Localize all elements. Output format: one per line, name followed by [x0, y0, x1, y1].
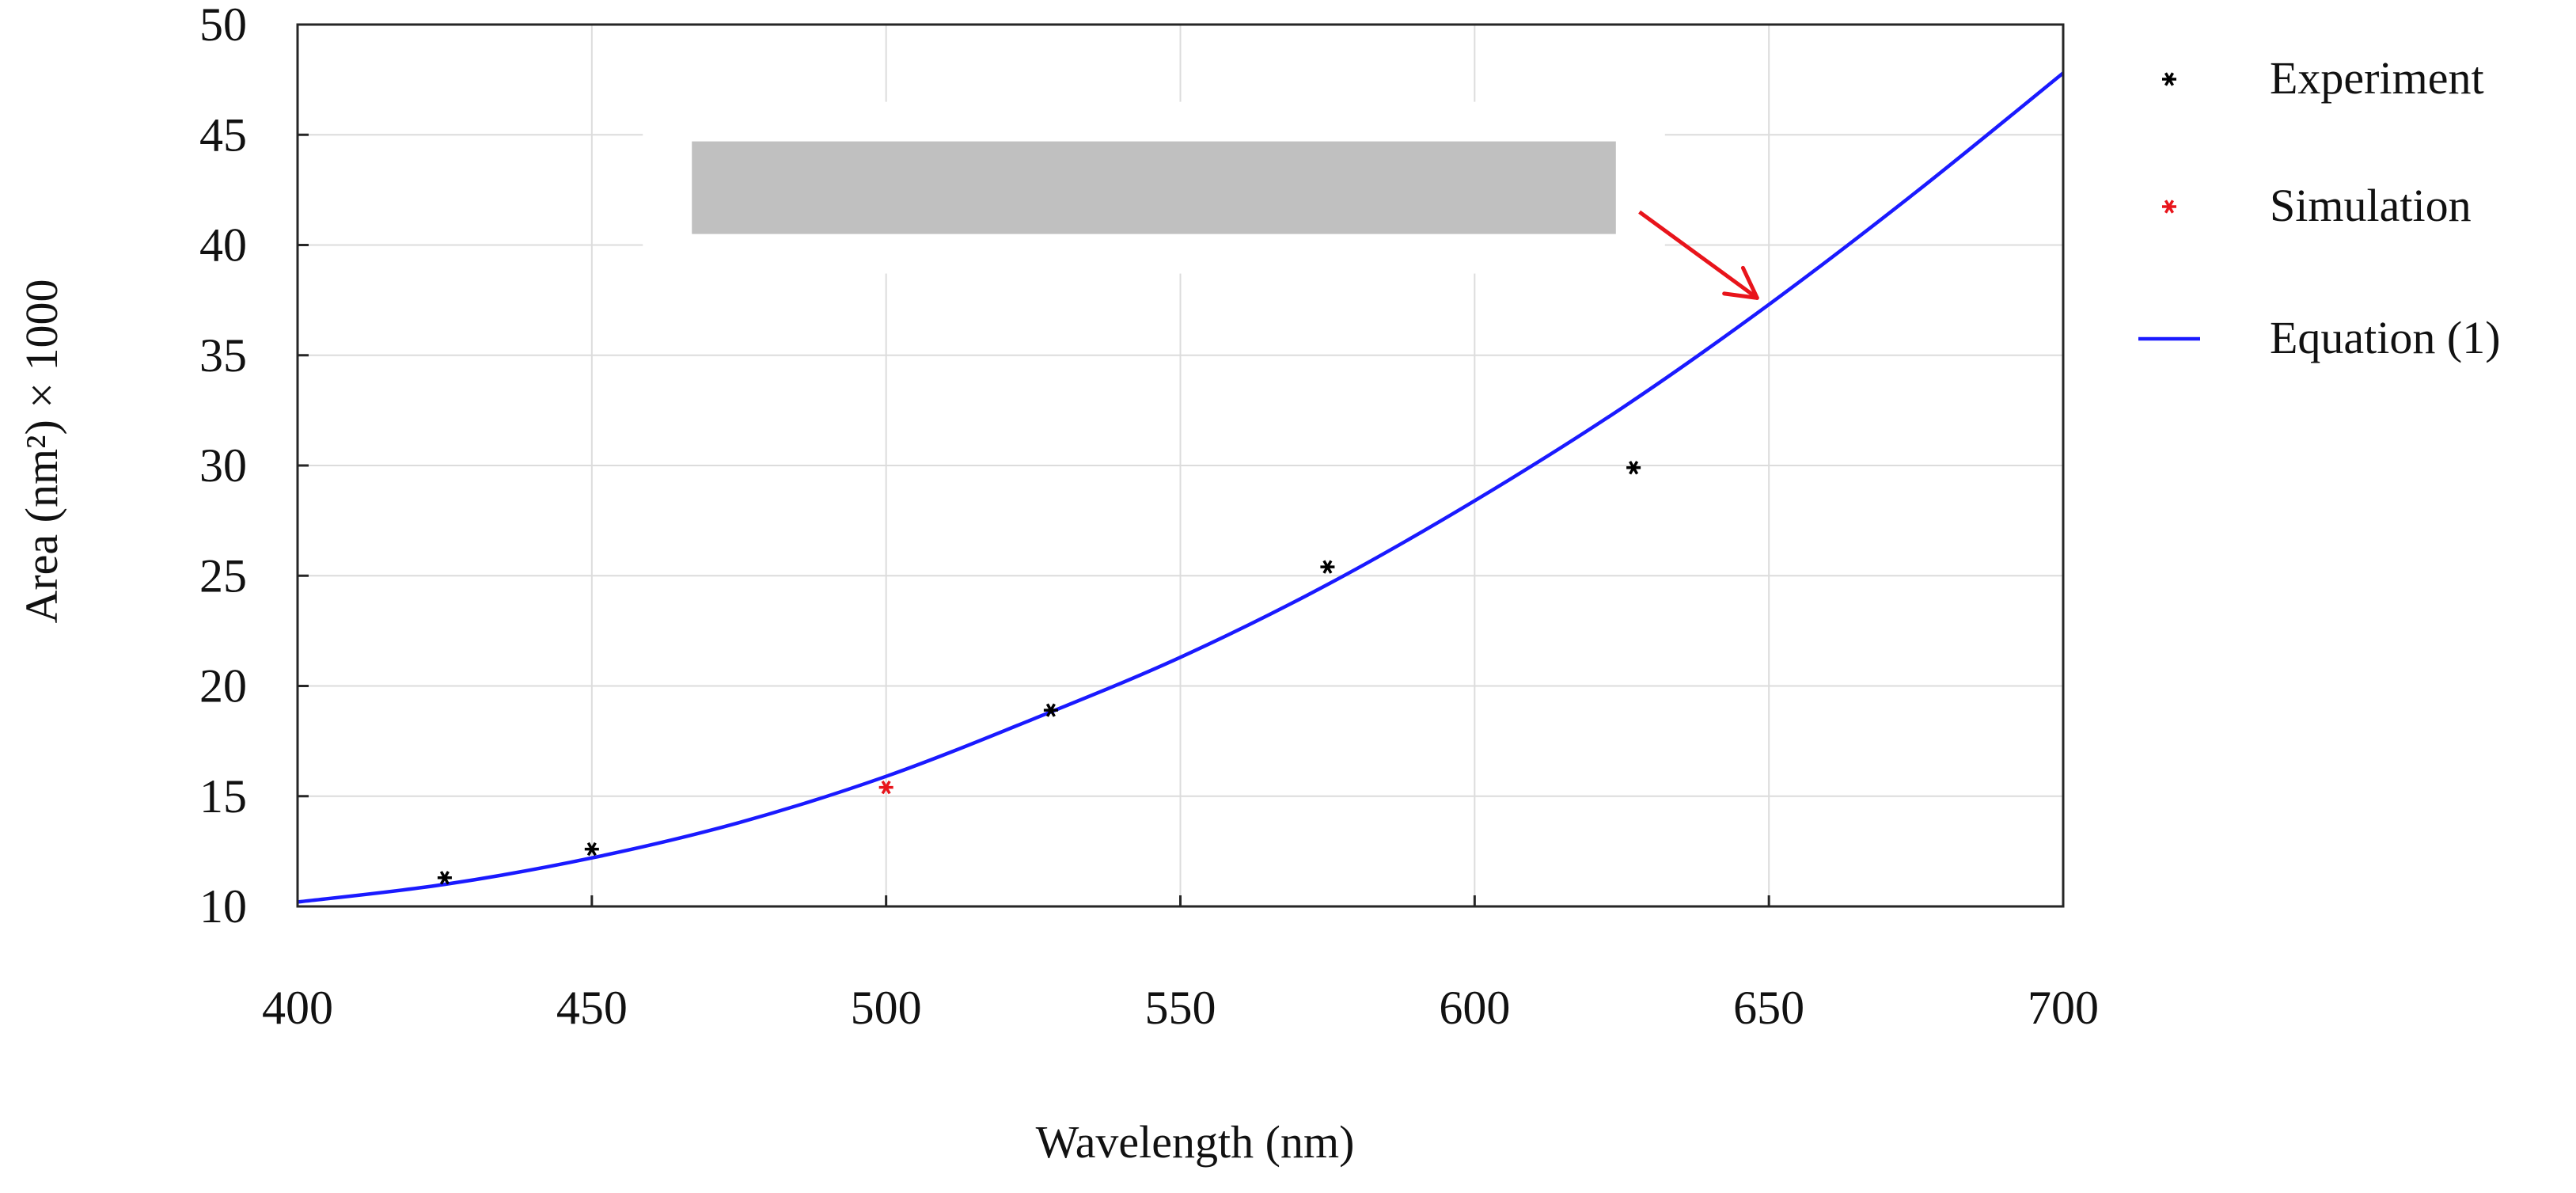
legend-label-simulation: Simulation: [2270, 180, 2472, 231]
y-axis-title: Area (nm²) × 1000: [16, 279, 67, 623]
x-tick-label: 400: [262, 982, 333, 1034]
annotation-arrow-head: [1722, 291, 1759, 300]
data-point-experiment: [1043, 703, 1058, 717]
y-ticks: 10 15 20 25 30 35 40 45 50: [199, 0, 309, 933]
redacted-box: [692, 141, 1616, 234]
series-markers: [437, 461, 1641, 885]
data-point-experiment: [437, 871, 452, 885]
y-tick-label: 40: [199, 219, 247, 272]
marker-stroke: [2164, 199, 2175, 214]
x-tick-label: 450: [556, 982, 628, 1034]
marker-stroke: [439, 871, 450, 885]
data-point-simulation: [878, 780, 893, 795]
y-tick-label: 50: [199, 0, 247, 51]
data-point-experiment: [584, 842, 599, 857]
marker-stroke: [586, 842, 597, 857]
series-lines: [297, 71, 2065, 904]
x-tick-label: 500: [851, 982, 922, 1034]
marker-stroke: [1045, 703, 1056, 717]
x-ticks: 400 450 500 550 600 650 700: [262, 895, 2099, 1034]
annotation-arrow: [1638, 210, 1758, 300]
series-line-equation-1: [297, 71, 2065, 904]
y-tick-label: 25: [199, 549, 247, 602]
x-axis-title: Wavelength (nm): [1036, 1116, 1355, 1168]
y-tick-label: 45: [199, 108, 247, 161]
marker-stroke: [881, 780, 891, 795]
data-point-experiment: [1320, 560, 1335, 574]
marker-stroke: [1322, 560, 1333, 574]
y-tick-label: 10: [199, 880, 247, 933]
y-tick-label: 35: [199, 329, 247, 382]
legend: Experiment Simulation Equation (1): [2138, 52, 2501, 363]
legend-swatch-experiment: [2162, 72, 2176, 86]
x-tick-label: 650: [1733, 982, 1804, 1034]
legend-label-experiment: Experiment: [2270, 52, 2484, 104]
data-point-experiment: [1626, 461, 1641, 475]
x-tick-label: 600: [1439, 982, 1510, 1034]
legend-swatch-simulation: [2162, 199, 2176, 214]
annotation-arrow-head: [1740, 265, 1759, 300]
annotations: [643, 101, 1759, 300]
y-tick-label: 15: [199, 770, 247, 823]
x-tick-label: 550: [1145, 982, 1216, 1034]
y-tick-label: 30: [199, 439, 247, 492]
legend-label-equation-1: Equation (1): [2270, 312, 2501, 363]
marker-stroke: [2164, 72, 2175, 86]
x-tick-label: 700: [2028, 982, 2099, 1034]
marker-stroke: [1629, 461, 1639, 475]
y-tick-label: 20: [199, 660, 247, 712]
